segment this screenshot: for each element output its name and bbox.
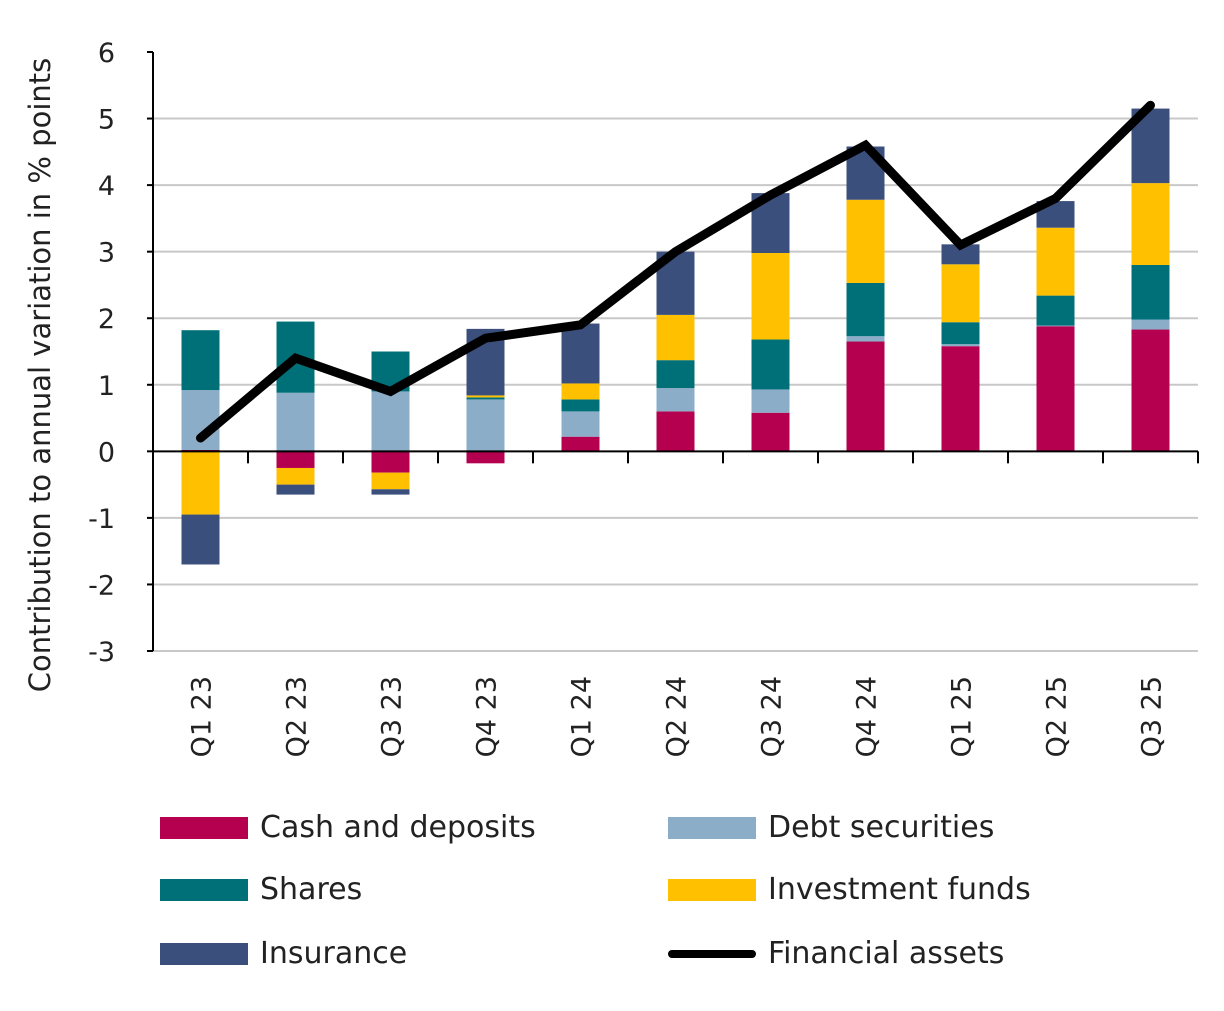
bar-cash-and-deposits — [1131, 329, 1170, 452]
bar-shares — [1036, 295, 1075, 326]
y-tick-label: 0 — [98, 437, 115, 468]
legend-item-funds: Investment funds — [668, 872, 1031, 907]
bar-debt-securities — [1036, 325, 1075, 327]
legend-label: Shares — [260, 872, 363, 907]
x-tick-label: Q4 23 — [472, 676, 503, 757]
bar-debt-securities — [656, 388, 695, 412]
legend-label: Insurance — [260, 936, 408, 971]
x-tick-label: Q4 24 — [852, 676, 883, 757]
legend-label: Cash and deposits — [260, 810, 536, 845]
x-tick-label: Q3 24 — [757, 676, 788, 757]
x-tick-labels: Q1 23 Q2 23 Q3 23 Q4 23 Q1 24 Q2 24 Q3 24 Q4 24… — [187, 676, 1168, 757]
bar-investment-funds — [466, 395, 505, 398]
y-tick-label: 2 — [98, 304, 115, 335]
bar-debt-securities — [561, 411, 600, 437]
bar-debt-securities — [941, 344, 980, 347]
bar-cash-and-deposits — [751, 412, 790, 452]
legend-item-cash: Cash and deposits — [160, 810, 536, 845]
bar-investment-funds — [181, 451, 220, 515]
bar-investment-funds — [371, 472, 410, 490]
y-tick-label: -3 — [88, 637, 115, 668]
bar-shares — [466, 397, 505, 400]
x-tick-label: Q1 23 — [187, 676, 218, 757]
legend-swatch-funds — [668, 878, 756, 901]
bar-shares — [1131, 264, 1170, 320]
bar-debt-securities — [846, 336, 885, 342]
x-tick-label: Q2 23 — [282, 676, 313, 757]
bar-investment-funds — [1036, 227, 1075, 296]
legend-swatch-shares — [160, 878, 248, 901]
legend-swatch-debt — [668, 816, 756, 839]
bar-cash-and-deposits — [276, 451, 315, 468]
y-tick-labels: 6 5 4 3 2 1 0 -1 -2 -3 — [88, 38, 115, 668]
y-tick-label: 1 — [98, 371, 115, 402]
legend-label: Financial assets — [768, 936, 1005, 971]
bar-shares — [846, 282, 885, 337]
bar-investment-funds — [751, 252, 790, 340]
x-tick-label: Q3 25 — [1137, 676, 1168, 757]
bar-investment-funds — [1131, 183, 1170, 265]
bar-debt-securities — [466, 399, 505, 452]
bar-cash-and-deposits — [561, 436, 600, 452]
bar-shares — [656, 360, 695, 389]
bar-insurance — [181, 514, 220, 565]
bar-shares — [181, 330, 220, 391]
bar-investment-funds — [656, 314, 695, 361]
bar-shares — [751, 339, 790, 390]
y-tick-label: 4 — [98, 171, 115, 202]
x-tick-label: Q3 23 — [377, 676, 408, 757]
bar-cash-and-deposits — [1036, 326, 1075, 452]
bar-investment-funds — [941, 264, 980, 323]
legend-label: Debt securities — [768, 810, 995, 845]
y-axis-title: Contribution to annual variation in % po… — [23, 58, 57, 693]
legend-swatch-insurance — [160, 942, 248, 965]
x-tick-label: Q2 25 — [1042, 676, 1073, 757]
bar-cash-and-deposits — [466, 451, 505, 464]
bar-debt-securities — [371, 391, 410, 452]
bar-insurance — [941, 244, 980, 265]
x-tick-label: Q2 24 — [662, 676, 693, 757]
x-tick-label: Q1 25 — [947, 676, 978, 757]
bar-shares — [941, 322, 980, 345]
bar-debt-securities — [751, 389, 790, 413]
bar-cash-and-deposits — [656, 411, 695, 452]
bar-investment-funds — [561, 383, 600, 400]
legend-item-insurance: Insurance — [160, 936, 407, 971]
axes — [147, 51, 1199, 652]
bar-shares — [561, 399, 600, 412]
y-tick-label: -2 — [88, 570, 115, 601]
bars — [181, 108, 1170, 565]
legend-item-financial-assets: Financial assets — [668, 936, 1004, 971]
legend-label: Investment funds — [768, 872, 1031, 907]
bar-insurance — [371, 489, 410, 495]
bar-investment-funds — [276, 467, 315, 485]
legend-item-debt: Debt securities — [668, 810, 994, 845]
y-tick-label: -1 — [88, 504, 115, 535]
bar-investment-funds — [846, 199, 885, 283]
bar-cash-and-deposits — [941, 346, 980, 452]
bar-insurance — [276, 484, 315, 495]
y-tick-label: 5 — [98, 105, 115, 136]
bar-cash-and-deposits — [846, 341, 885, 452]
y-tick-label: 3 — [98, 238, 115, 269]
bar-debt-securities — [276, 392, 315, 452]
bar-cash-and-deposits — [371, 451, 410, 473]
bar-insurance — [561, 323, 600, 384]
y-tick-label: 6 — [98, 38, 115, 69]
line-financial-assets — [196, 100, 1155, 443]
bar-debt-securities — [1131, 319, 1170, 330]
line-series — [196, 100, 1155, 443]
legend-swatch-financial-assets — [668, 949, 756, 958]
legend-item-shares: Shares — [160, 872, 362, 907]
x-tick-label: Q1 24 — [567, 676, 598, 757]
legend-swatch-cash — [160, 816, 248, 839]
